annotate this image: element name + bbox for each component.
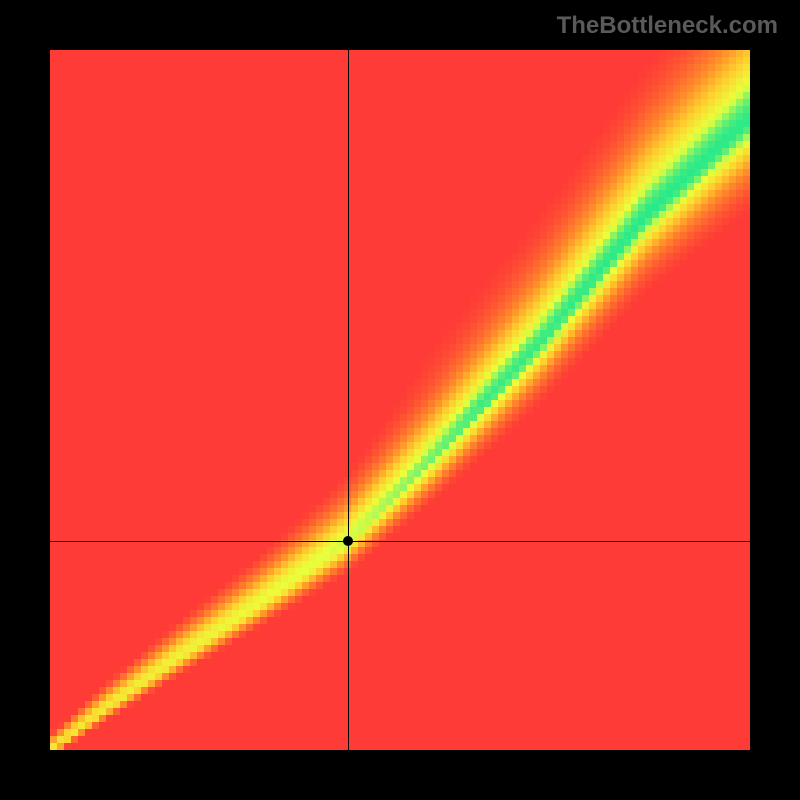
plot-area xyxy=(50,50,750,750)
watermark-text: TheBottleneck.com xyxy=(557,12,778,40)
bottleneck-heatmap xyxy=(50,50,750,750)
crosshair-vertical xyxy=(348,50,349,750)
selection-marker xyxy=(343,536,353,546)
crosshair-horizontal xyxy=(50,541,750,542)
